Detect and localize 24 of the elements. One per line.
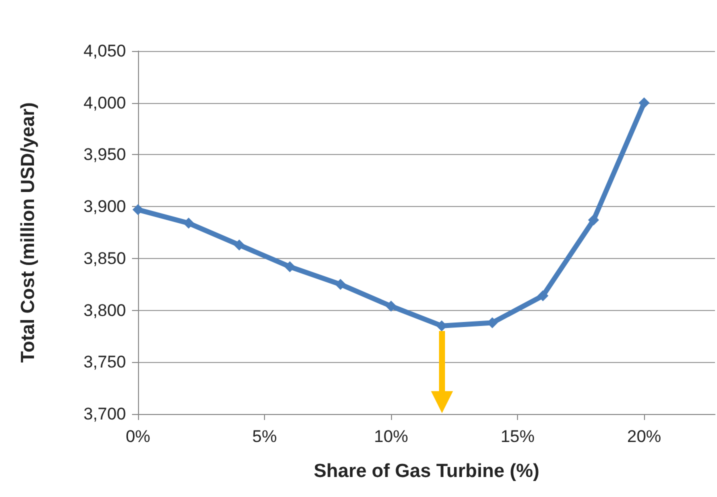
x-tick-label: 20% [627, 427, 662, 446]
y-tick-label: 3,700 [83, 404, 126, 424]
y-axis-title: Total Cost (million USD/year) [18, 102, 39, 363]
point [334, 278, 346, 290]
y-tick-label: 3,800 [83, 300, 126, 320]
y-tick-label: 3,750 [83, 352, 126, 372]
y-tick-label: 4,000 [83, 93, 126, 112]
point [183, 218, 194, 229]
x-tick-label: 10% [374, 427, 408, 446]
point [638, 97, 650, 108]
x-tick-label: 0% [126, 427, 150, 446]
point [234, 239, 245, 250]
point [537, 290, 548, 302]
y-tick-label: 3,950 [83, 145, 126, 164]
point [132, 204, 144, 216]
y-tick-label: 3,900 [83, 197, 126, 216]
x-tick-label: 15% [500, 427, 535, 446]
point [588, 214, 600, 226]
point [284, 261, 296, 272]
x-tick-label: 5% [252, 427, 277, 446]
y-tick-label: 4,050 [83, 42, 126, 60]
point [386, 300, 397, 312]
y-tick-label: 3,850 [83, 248, 126, 268]
x-axis-title: Share of Gas Turbine (%) [314, 461, 540, 482]
